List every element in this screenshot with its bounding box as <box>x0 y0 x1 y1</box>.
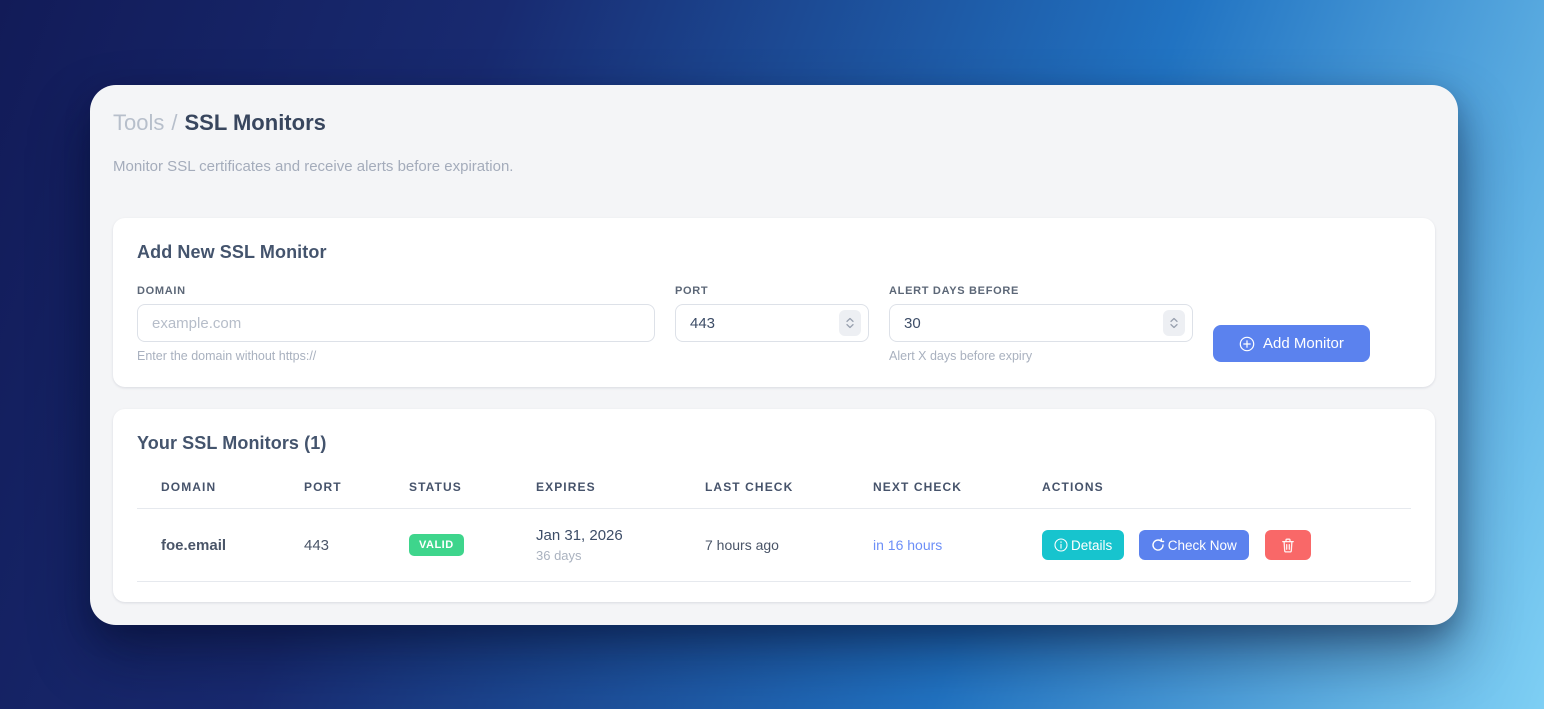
column-header-domain: DOMAIN <box>137 470 280 509</box>
breadcrumb-separator: / <box>171 110 178 135</box>
monitor-port: 443 <box>280 508 385 582</box>
table-header-row: DOMAIN PORT STATUS EXPIRES LAST CHECK NE… <box>137 470 1411 509</box>
details-button[interactable]: Details <box>1042 530 1125 560</box>
info-circle-icon <box>1054 538 1068 552</box>
alert-days-field-group: ALERT DAYS BEFORE Alert X days before ex… <box>889 285 1193 363</box>
chevron-up-down-icon <box>1170 317 1178 329</box>
monitors-card: Your SSL Monitors (1) DOMAIN PORT STATUS… <box>113 409 1435 602</box>
port-input[interactable] <box>675 304 869 342</box>
domain-field-group: DOMAIN Enter the domain without https:// <box>137 285 655 363</box>
column-header-next-check: NEXT CHECK <box>849 470 1018 509</box>
table-row: foe.email 443 VALID Jan 31, 2026 36 days… <box>137 508 1411 582</box>
monitors-table: DOMAIN PORT STATUS EXPIRES LAST CHECK NE… <box>137 470 1411 582</box>
alert-days-hint: Alert X days before expiry <box>889 349 1033 363</box>
column-header-actions: ACTIONS <box>1018 470 1411 509</box>
column-header-status: STATUS <box>385 470 512 509</box>
breadcrumb-section[interactable]: Tools <box>113 110 165 135</box>
port-label: PORT <box>675 285 709 297</box>
add-monitor-heading: Add New SSL Monitor <box>137 242 327 262</box>
page-subtitle: Monitor SSL certificates and receive ale… <box>113 158 514 175</box>
last-check: 7 hours ago <box>681 508 849 582</box>
plus-circle-icon <box>1239 336 1255 351</box>
column-header-port: PORT <box>280 470 385 509</box>
trash-icon <box>1282 538 1295 553</box>
alert-days-input[interactable] <box>889 304 1193 342</box>
add-monitor-button-label: Add Monitor <box>1263 335 1344 352</box>
port-stepper[interactable] <box>839 310 861 336</box>
next-check: in 16 hours <box>849 508 1018 582</box>
port-field-group: PORT <box>675 285 869 342</box>
check-now-button[interactable]: Check Now <box>1138 530 1249 560</box>
refresh-icon <box>1152 538 1165 551</box>
chevron-up-down-icon <box>846 317 854 329</box>
domain-input[interactable] <box>137 304 655 342</box>
expires-date: Jan 31, 2026 <box>536 527 623 544</box>
breadcrumb: Tools / SSL Monitors <box>113 110 1435 136</box>
domain-hint: Enter the domain without https:// <box>137 349 317 363</box>
monitor-domain: foe.email <box>137 508 280 582</box>
main-panel: Tools / SSL Monitors Monitor SSL certifica… <box>90 85 1458 625</box>
add-monitor-form: DOMAIN Enter the domain without https://… <box>137 285 1411 363</box>
alert-days-label: ALERT DAYS BEFORE <box>889 285 1020 297</box>
monitors-heading: Your SSL Monitors (1) <box>137 433 327 453</box>
column-header-expires: EXPIRES <box>512 470 681 509</box>
status-badge: VALID <box>409 534 464 556</box>
page-title: SSL Monitors <box>184 110 326 135</box>
column-header-last-check: LAST CHECK <box>681 470 849 509</box>
add-monitor-card: Add New SSL Monitor DOMAIN Enter the dom… <box>113 218 1435 387</box>
delete-button[interactable] <box>1265 530 1312 560</box>
alert-days-stepper[interactable] <box>1163 310 1185 336</box>
add-monitor-button[interactable]: Add Monitor <box>1213 325 1370 362</box>
details-button-label: Details <box>1071 537 1113 553</box>
check-now-button-label: Check Now <box>1167 537 1237 553</box>
expires-days-remaining: 36 days <box>536 548 582 563</box>
domain-label: DOMAIN <box>137 285 186 297</box>
